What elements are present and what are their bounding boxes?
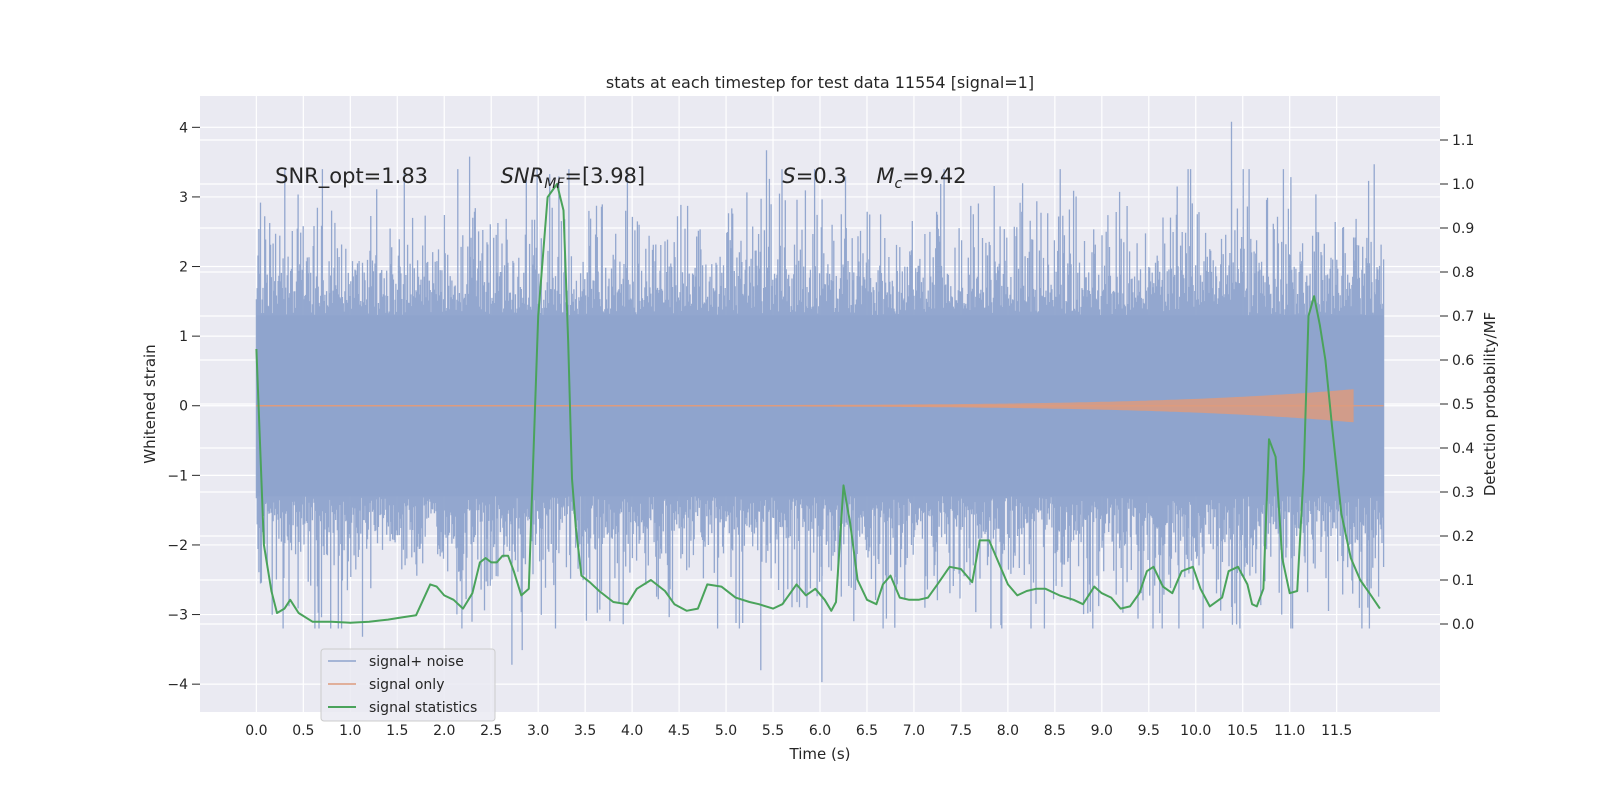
y-tick-label: 3 [179,190,188,206]
y-tick-label: 2 [179,260,188,276]
x-tick-label: 3.0 [527,723,549,739]
annotation-text: S=0.3 [782,164,846,188]
y2-tick-label: 0.0 [1452,617,1474,633]
x-tick-label: 9.5 [1138,723,1160,739]
x-tick-label: 10.0 [1180,723,1211,739]
x-tick-label: 8.0 [997,723,1019,739]
legend-box [320,648,496,722]
signal-statistics-series [255,183,1381,624]
x-tick-label: 4.0 [621,723,643,739]
signal-only-series [256,389,1384,423]
y2-tick-label: 0.2 [1452,529,1474,545]
x-tick-label: 2.0 [433,723,455,739]
x-tick-label: 11.0 [1274,723,1305,739]
x-tick-label: 4.5 [668,723,690,739]
x-tick-label: 7.5 [950,723,972,739]
y2-tick-label: 1.1 [1452,133,1474,149]
x-tick-label: 6.5 [856,723,878,739]
y-tick-label: −3 [167,608,188,624]
y2-tick-label: 0.4 [1452,441,1474,457]
x-tick-label: 2.5 [480,723,502,739]
x-tick-label: 7.0 [903,723,925,739]
x-tick-label: 10.5 [1227,723,1258,739]
y-axis-label: Whitened strain [141,344,159,463]
x-tick-label: 1.5 [386,723,408,739]
x-tick-label: 8.5 [1044,723,1066,739]
y2-tick-label: 0.1 [1452,573,1474,589]
x-tick-label: 6.0 [809,723,831,739]
annotations: SNR_opt=1.83 SNRMF=[3.98] S=0.3 Mc=9.42 [275,164,966,192]
y2-tick-label: 0.9 [1452,221,1474,237]
y2-axis-label: Detection probability/MF [1481,312,1499,496]
annotation-text: SNRMF=[3.98] [501,164,646,192]
x-tick-label: 11.5 [1321,723,1352,739]
annotation-text: Mc=9.42 [876,164,966,192]
signal-statistics-line [255,183,1381,624]
chart-title: stats at each timestep for test data 115… [606,73,1034,92]
x-axis-label: Time (s) [789,745,851,763]
x-tick-label: 3.5 [574,723,596,739]
y2-tick-label: 0.3 [1452,485,1474,501]
legend-label-signal-statistics: signal statistics [369,700,477,716]
y-tick-label: 4 [179,120,188,136]
y2-tick-label: 0.5 [1452,397,1474,413]
x-tick-label: 0.0 [245,723,267,739]
y-tick-label: 1 [179,329,188,345]
y-tick-label: −4 [167,677,188,693]
x-tick-label: 9.0 [1091,723,1113,739]
y-tick-label: −2 [167,538,188,554]
x-tick-label: 1.0 [339,723,361,739]
y-tick-label: −1 [167,468,188,484]
y2-tick-label: 1.0 [1452,177,1474,193]
legend: signal+ noise signal only signal statist… [320,648,496,722]
y2-tick-label: 0.6 [1452,353,1474,369]
tick-labels: 0.0 0.5 1.0 1.5 2.0 2.5 3.0 3.5 4.0 4.5 5.0 5.5 6.0 6… [167,120,1474,739]
x-tick-label: 5.5 [762,723,784,739]
y-tick-label: 0 [179,399,188,415]
x-tick-label: 5.0 [715,723,737,739]
annotation-text: SNR_opt=1.83 [275,164,428,189]
x-tick-label: 0.5 [292,723,314,739]
legend-label-signal-only: signal only [369,677,444,693]
y2-tick-label: 0.7 [1452,309,1474,325]
legend-label-signal-noise: signal+ noise [369,654,464,670]
y2-tick-label: 0.8 [1452,265,1474,281]
